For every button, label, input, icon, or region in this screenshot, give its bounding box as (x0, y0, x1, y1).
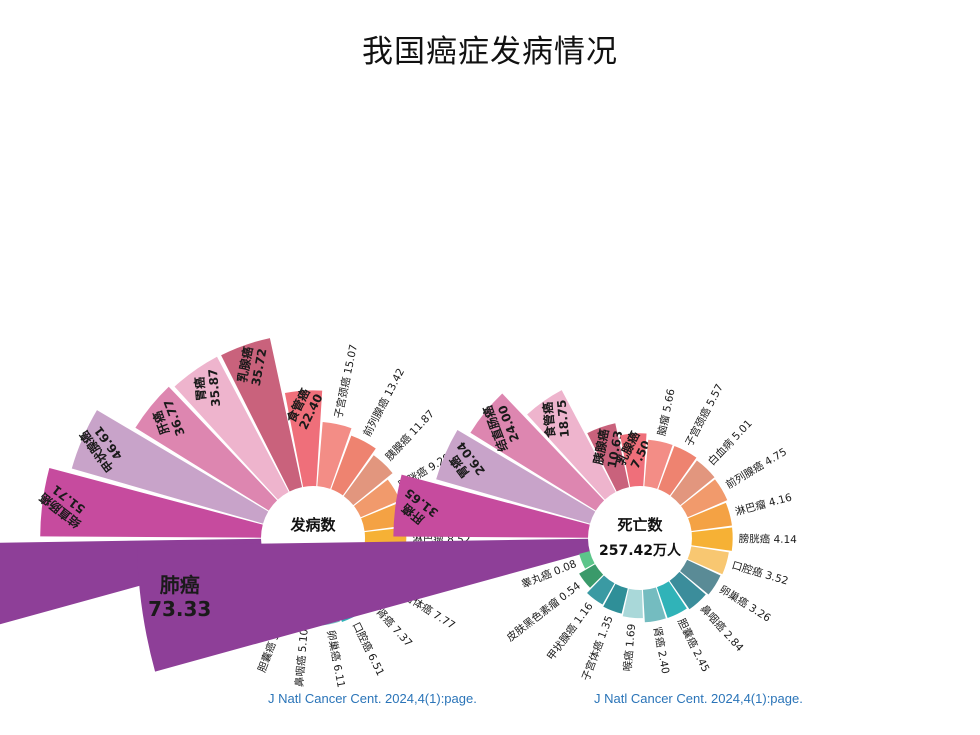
label-inc-18: 鼻咽癌 5.10 (293, 628, 311, 687)
label-mor-19: 子宫体癌 1.35 (579, 614, 616, 683)
label-inc-16: 口腔癌 6.51 (350, 620, 387, 678)
label-mor-8: 子宫颈癌 5.57 (682, 382, 726, 449)
bar-inc-9[interactable] (343, 455, 393, 506)
bar-mor-6[interactable] (620, 433, 647, 487)
label-mor-14: 卵巢癌 3.26 (717, 583, 773, 625)
bar-mor-16[interactable] (656, 581, 687, 619)
label-inc-9: 胰腺癌 11.87 (383, 407, 437, 463)
label-mor-15: 鼻咽癌 2.84 (698, 602, 747, 654)
bar-mor-4[interactable] (527, 390, 616, 500)
bar-inc-1[interactable] (40, 467, 263, 538)
label-name-inc-4: 胃癌 (191, 376, 208, 401)
bar-inc-3[interactable] (135, 386, 278, 511)
label-mor-13: 口腔癌 3.52 (730, 559, 790, 588)
bar-inc-4[interactable] (174, 356, 289, 500)
label-value-mor-4: 18.75 (555, 399, 572, 438)
label-value-inc-4: 35.87 (206, 368, 223, 407)
bar-mor-13[interactable] (687, 546, 729, 575)
bar-mor-18[interactable] (622, 588, 643, 619)
citation-right[interactable]: J Natl Cancer Cent. 2024,4(1):page. (594, 691, 803, 706)
bar-mor-1[interactable] (393, 474, 590, 538)
bar-mor-19[interactable] (603, 583, 628, 614)
center-circle-mor (592, 490, 688, 586)
label-inc-7: 子宫颈癌 15.07 (332, 343, 360, 419)
label-mor-12: 膀胱癌 4.14 (739, 532, 798, 546)
bar-inc-2[interactable] (71, 410, 269, 524)
label-mor-18: 喉癌 1.69 (621, 623, 638, 672)
label-name-inc-5: 乳腺癌 (234, 345, 255, 383)
label-mor-11: 淋巴瘤 4.16 (734, 491, 794, 519)
label-name-mor-4: 食管癌 (540, 401, 558, 439)
bar-mor-8[interactable] (658, 445, 697, 496)
center-label-inc: 发病数 (289, 516, 336, 534)
label-inc-15: 肾癌 7.37 (373, 605, 415, 649)
label-mor-17: 肾癌 2.40 (651, 626, 673, 675)
label-name-mor-0: 肺癌 (160, 573, 200, 597)
bar-mor-15[interactable] (669, 571, 706, 610)
bar-inc-6[interactable] (284, 390, 323, 487)
bar-mor-10[interactable] (680, 479, 728, 518)
bar-mor-14[interactable] (680, 559, 721, 595)
bar-mor-5[interactable] (587, 423, 630, 492)
label-inc-17: 卵巢癌 6.11 (324, 629, 347, 689)
bar-inc-8[interactable] (331, 435, 376, 496)
bar-mor-0[interactable] (137, 538, 590, 672)
page-title: 我国癌症发病情况 (362, 34, 618, 70)
label-mor-10: 前列腺癌 4.75 (723, 445, 789, 491)
bar-inc-5[interactable] (221, 338, 303, 492)
bar-mor-9[interactable] (670, 460, 715, 506)
citation-left[interactable]: J Natl Cancer Cent. 2024,4(1):page. (268, 691, 477, 706)
label-mor-16: 胆囊癌 2.45 (675, 616, 712, 674)
label-value-inc-5: 35.72 (249, 347, 270, 387)
bar-inc-10[interactable] (353, 479, 401, 518)
label-mor-7: 脑瘤 5.66 (655, 387, 678, 437)
bar-mor-22[interactable] (579, 551, 595, 569)
bar-inc-7[interactable] (317, 422, 352, 489)
label-value-mor-0: 73.33 (148, 597, 211, 621)
label-name-mor-5: 胰腺癌 (590, 428, 611, 466)
label-mor-9: 白血病 5.01 (705, 417, 755, 468)
bar-mor-20[interactable] (587, 575, 615, 605)
center-total-mor: 257.42万人 (599, 542, 682, 559)
bar-mor-7[interactable] (644, 439, 673, 489)
bar-mor-2[interactable] (436, 429, 596, 524)
center-label-mor: 死亡数 (617, 516, 663, 534)
bar-mor-12[interactable] (691, 527, 733, 551)
label-inc-8: 前列腺癌 13.42 (361, 366, 408, 439)
label-value-mor-5: 10.63 (605, 429, 626, 469)
bar-mor-3[interactable] (470, 393, 605, 511)
bar-mor-11[interactable] (688, 502, 732, 532)
bar-mor-21[interactable] (579, 564, 604, 588)
bar-mor-17[interactable] (642, 587, 666, 623)
